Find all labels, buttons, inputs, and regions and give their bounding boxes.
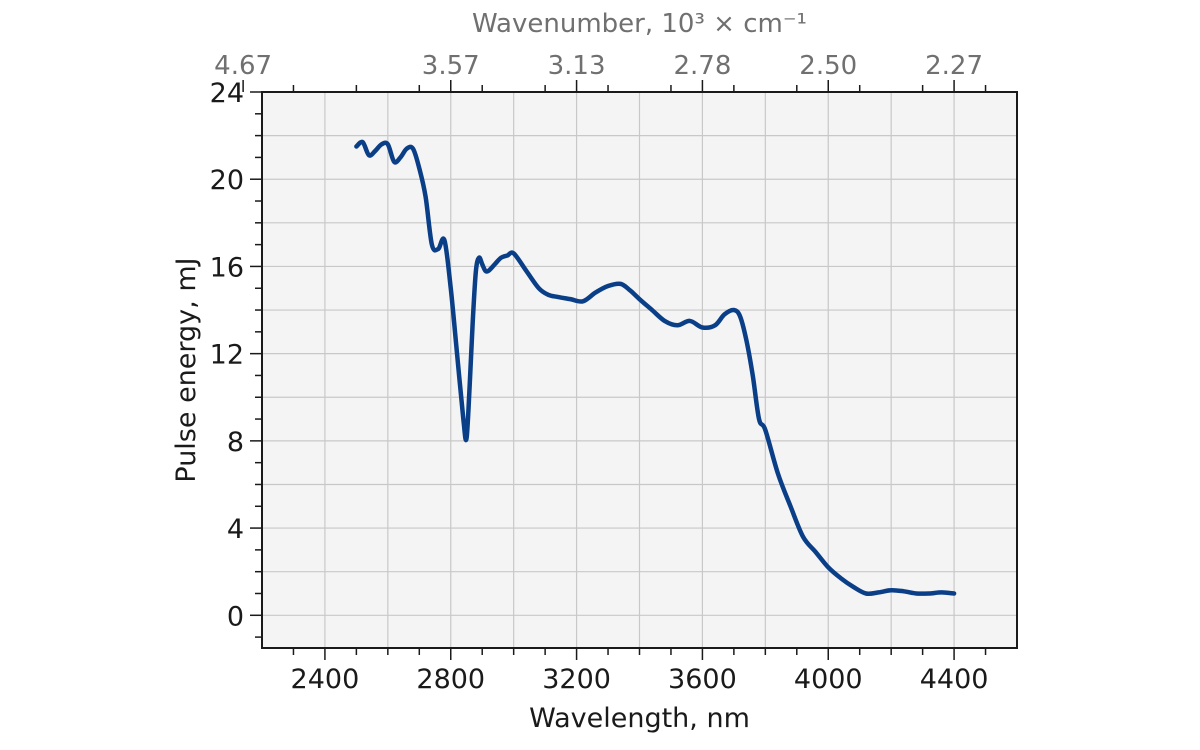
top-tick-label: 2.78 xyxy=(673,51,731,81)
top-axis-title: Wavenumber, 10³ × cm⁻¹ xyxy=(472,9,807,39)
x-tick-label: 3600 xyxy=(668,664,737,695)
x-tick-label: 2800 xyxy=(416,664,485,695)
top-tick-label: 3.13 xyxy=(548,51,606,81)
tick-labels: 4.67 3.57 3.13 2.78 2.50 2.27 2400 2800 3200 3600… xyxy=(210,51,989,695)
top-tick-label: 4.67 xyxy=(214,51,272,81)
x-axis-title: Wavelength, nm xyxy=(529,703,750,734)
y-tick-label: 16 xyxy=(210,252,244,283)
series-group xyxy=(354,139,957,597)
y-tick-label: 0 xyxy=(227,601,244,632)
x-tick-label: 4000 xyxy=(794,664,863,695)
top-tick-label: 2.27 xyxy=(925,51,983,81)
y-tick-label: 8 xyxy=(227,427,244,458)
y-tick-label: 20 xyxy=(210,165,244,196)
x-tick-label: 3200 xyxy=(542,664,611,695)
gridlines xyxy=(262,91,1017,648)
top-tick-label: 3.57 xyxy=(422,51,480,81)
y-tick-label: 4 xyxy=(227,514,244,545)
tick-marks xyxy=(242,80,987,660)
series-line xyxy=(354,139,957,597)
x-tick-label: 4400 xyxy=(920,664,989,695)
x-tick-label: 2400 xyxy=(291,664,360,695)
y-axis-title: Pulse energy, mJ xyxy=(171,257,202,482)
top-tick-label: 2.50 xyxy=(799,51,857,81)
y-tick-label: 12 xyxy=(210,340,244,371)
y-tick-label: 24 xyxy=(210,78,244,109)
